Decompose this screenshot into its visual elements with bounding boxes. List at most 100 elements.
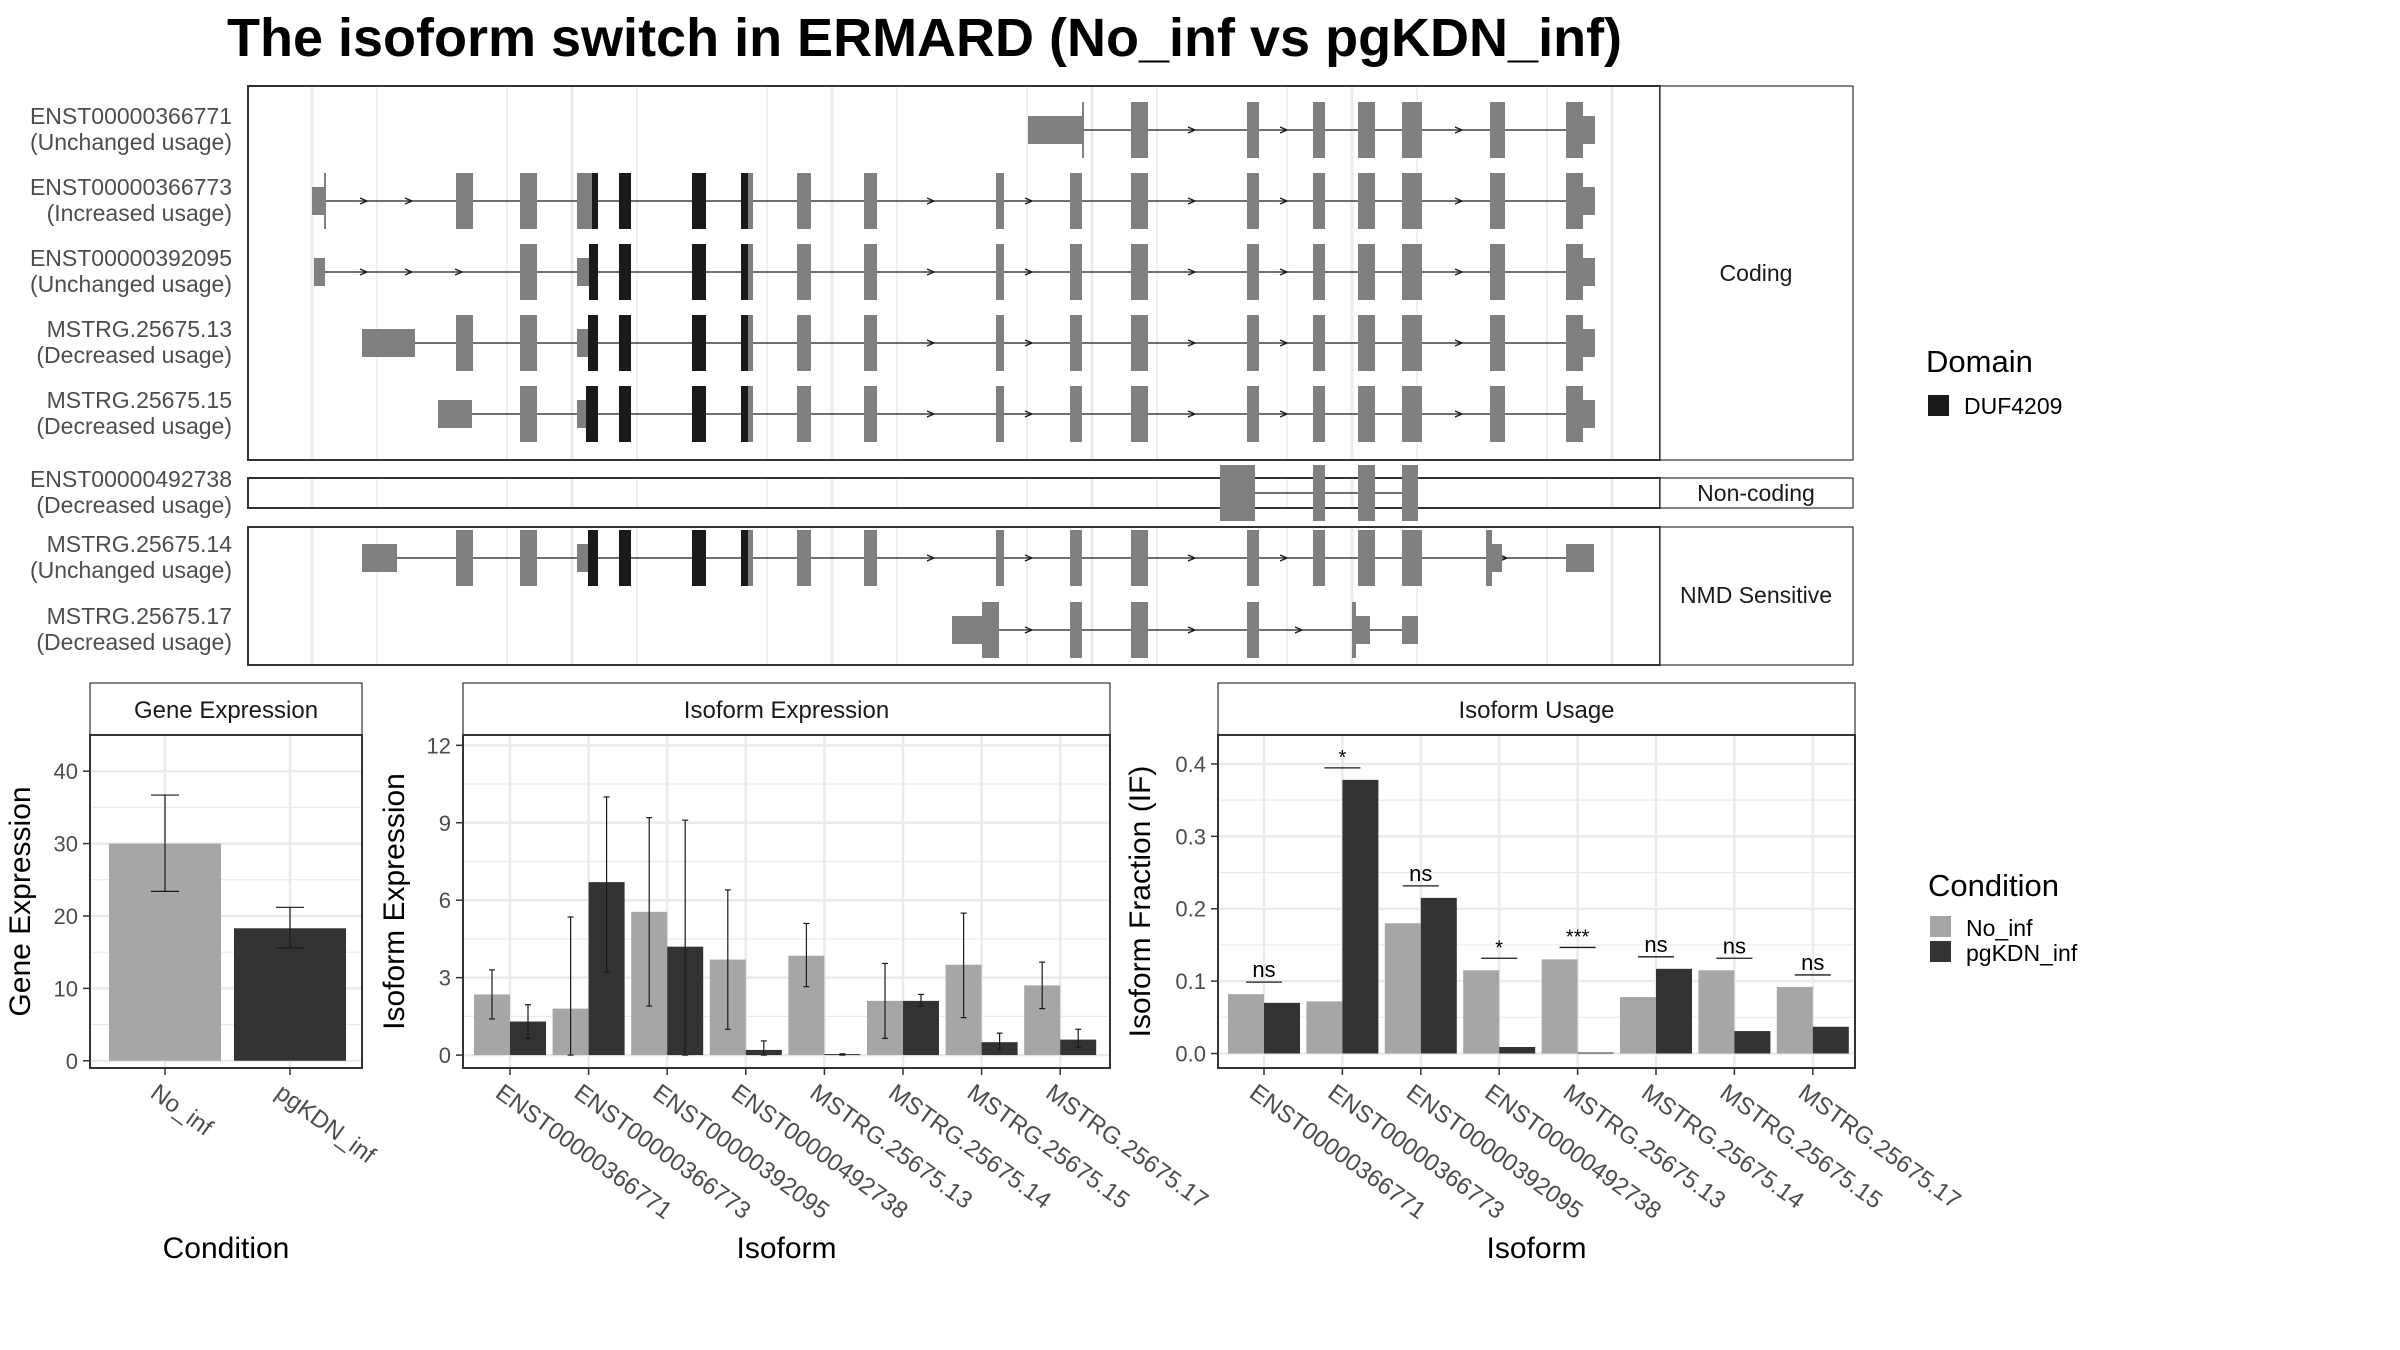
condition-legend: Condition No_inf pgKDN_inf: [1928, 868, 2078, 966]
x-axis-label: Isoform: [1486, 1232, 1586, 1265]
exon-block: [1247, 602, 1259, 658]
exon-block: [1490, 386, 1505, 442]
exon-block: [797, 386, 811, 442]
utr-block: [1492, 544, 1502, 572]
intron-arrow: [1454, 410, 1464, 418]
exon-block: [1352, 602, 1356, 658]
utr-block: [312, 187, 324, 215]
exon-block: [797, 315, 811, 371]
figure-title: The isoform switch in ERMARD (No_inf vs …: [227, 8, 1622, 68]
exon-block: [748, 530, 753, 586]
transcript-usage-label: (Decreased usage): [36, 629, 232, 655]
utr-block: [1583, 116, 1595, 144]
exon-block: [1313, 244, 1325, 300]
non-coding-strip: [1659, 477, 1854, 509]
exon-block: [520, 244, 537, 300]
exon-block: [1566, 315, 1583, 371]
transcript-id-label: ENST00000366773: [30, 174, 232, 200]
utr-block: [1583, 400, 1595, 428]
intron-arrow: [454, 268, 464, 276]
domain-block: [741, 315, 748, 371]
y-tick-label: 6: [439, 888, 451, 913]
utr-block: [1402, 616, 1418, 644]
exon-block: [520, 315, 537, 371]
utr-block: [1566, 544, 1594, 572]
domain-block: [692, 173, 706, 229]
y-axis-label: Isoform Fraction (IF): [1124, 766, 1157, 1038]
exon-block: [577, 173, 592, 229]
y-tick-label: 0.2: [1175, 897, 1206, 922]
bar: [903, 1000, 939, 1056]
transcript-usage-label: (Unchanged usage): [30, 557, 232, 583]
exon-block: [1070, 315, 1082, 371]
transcript-id-label: ENST00000492738: [30, 466, 232, 492]
condition-legend-label-pgkdn-inf: pgKDN_inf: [1966, 940, 2078, 966]
exon-block: [1070, 244, 1082, 300]
utr-block: [438, 400, 472, 428]
intron-arrow: [926, 268, 936, 276]
exon-block: [864, 386, 877, 442]
utr-block: [362, 544, 397, 572]
intron-arrow: [1187, 339, 1197, 347]
transcript-id-label: MSTRG.25675.14: [47, 531, 233, 557]
intron-arrow: [1499, 554, 1509, 562]
domain-block: [586, 386, 598, 442]
exon-block: [982, 602, 999, 658]
domain-block: [692, 244, 706, 300]
utr-block: [577, 258, 589, 286]
x-axis-label: Isoform: [736, 1232, 836, 1265]
intron-arrow: [926, 197, 936, 205]
exon-block: [1358, 173, 1375, 229]
x-tick-label: pgKDN_inf: [270, 1079, 380, 1169]
coding-panel: [247, 85, 1661, 461]
exon-block: [1358, 530, 1375, 586]
chart-title: Isoform Expression: [684, 697, 889, 724]
exon-block: [1402, 386, 1422, 442]
exon-block: [1313, 102, 1325, 158]
domain-block: [588, 530, 598, 586]
facet-label-coding: Coding: [1720, 260, 1793, 286]
intron-arrow: [926, 339, 936, 347]
chart-strip: [89, 682, 363, 736]
exon-block: [1486, 530, 1492, 586]
domain-legend-key-duf4209: [1928, 395, 1949, 416]
domain-legend: Domain DUF4209: [1926, 344, 2062, 419]
utr-block: [577, 329, 588, 357]
bar: [234, 928, 346, 1061]
utr-block: [952, 616, 982, 644]
transcript-id-label: MSTRG.25675.15: [47, 387, 232, 413]
exon-block: [1070, 173, 1082, 229]
exon-block: [1490, 102, 1505, 158]
exon-block: [1313, 173, 1325, 229]
intron-arrow: [1024, 268, 1034, 276]
bar: [1264, 1002, 1300, 1054]
domain-block: [619, 244, 631, 300]
y-tick-label: 12: [427, 733, 451, 758]
domain-legend-label-duf4209: DUF4209: [1964, 393, 2062, 419]
bar: [1656, 968, 1692, 1054]
y-tick-label: 10: [54, 976, 78, 1001]
domain-block: [741, 244, 748, 300]
significance-label: ns: [1252, 957, 1275, 982]
intron-arrow: [926, 554, 936, 562]
exon-block: [1566, 102, 1583, 158]
bar: [1420, 897, 1457, 1054]
domain-block: [741, 386, 748, 442]
transcript-id-label: MSTRG.25675.17: [47, 603, 232, 629]
exon-block: [996, 244, 1004, 300]
chart-strip: [462, 682, 1111, 736]
utr-block: [1583, 187, 1595, 215]
utr-block: [314, 258, 325, 286]
exon-block: [1402, 315, 1422, 371]
exon-block: [748, 315, 753, 371]
exon-block: [748, 386, 753, 442]
domain-block: [619, 386, 631, 442]
exon-block: [996, 173, 1004, 229]
chart-strip: [1217, 682, 1856, 736]
chart-title: Gene Expression: [134, 697, 318, 724]
exon-block: [1131, 173, 1148, 229]
exon-block: [864, 315, 877, 371]
intron-arrow: [1279, 410, 1289, 418]
exon-block: [864, 530, 877, 586]
y-tick-label: 0: [439, 1043, 451, 1068]
